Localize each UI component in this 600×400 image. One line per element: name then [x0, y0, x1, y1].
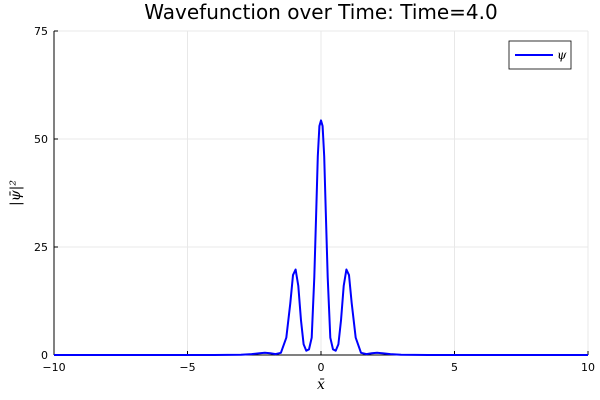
grid: [53, 30, 589, 356]
x-tick-label: −10: [42, 361, 65, 374]
series-layer: [54, 119, 588, 356]
legend: ψ: [508, 40, 572, 70]
y-tick-label: 50: [34, 133, 48, 146]
y-ticks: 0 25 50 75: [34, 25, 58, 362]
y-tick-label: 25: [34, 241, 48, 254]
x-tick-label: 10: [581, 361, 595, 374]
x-tick-label: 5: [451, 361, 458, 374]
x-axis-label: x̄: [317, 377, 325, 393]
y-tick-label: 0: [41, 349, 48, 362]
chart-title: Wavefunction over Time: Time=4.0: [144, 0, 497, 24]
legend-label-psi: ψ: [557, 48, 567, 62]
x-tick-label: 0: [318, 361, 325, 374]
y-axis-label: |ψ̄|²: [8, 180, 24, 206]
x-tick-label: −5: [179, 361, 195, 374]
y-tick-label: 75: [34, 25, 48, 38]
series-line-psi: [54, 119, 588, 356]
